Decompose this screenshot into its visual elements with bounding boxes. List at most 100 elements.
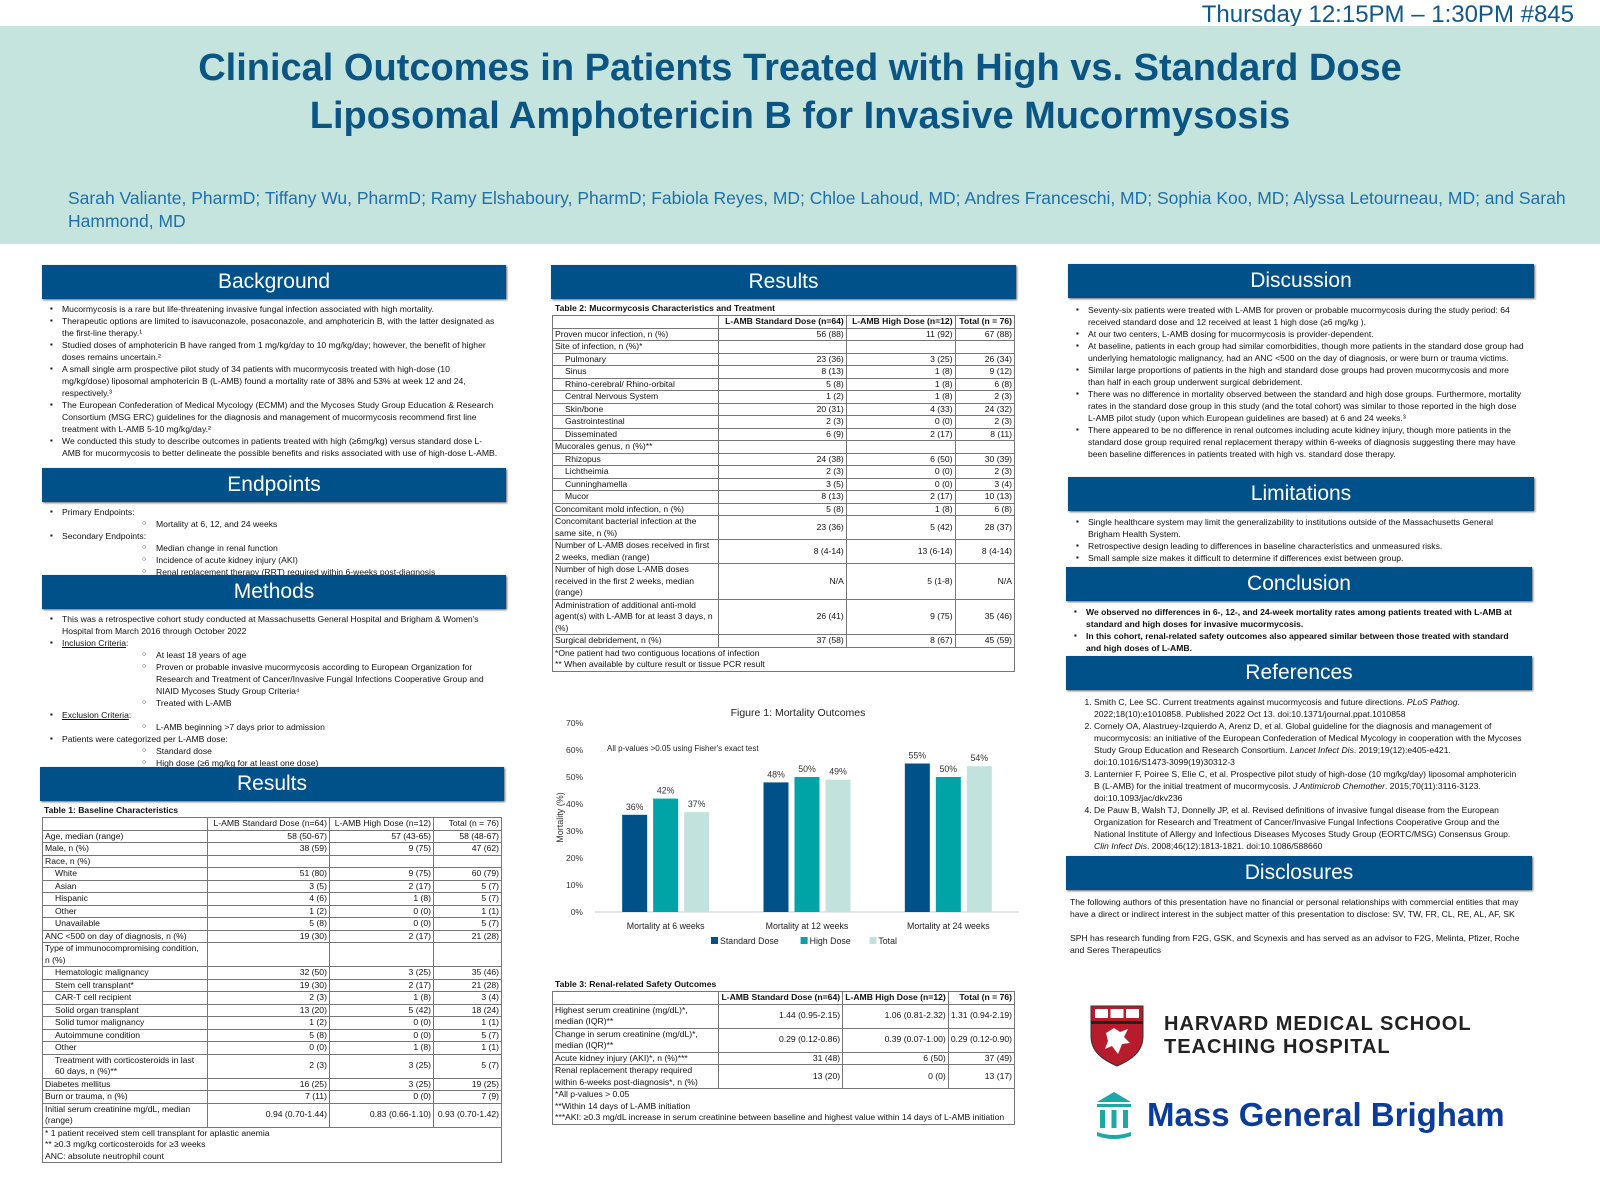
sub-list: L-AMB beginning >7 days prior to admissi… xyxy=(62,721,498,733)
table-row: Type of immunocompromising condition, n … xyxy=(41,942,502,967)
cell-value: 20 (31) xyxy=(718,402,847,416)
legend-swatch xyxy=(800,937,808,944)
row-label: Other xyxy=(41,904,209,918)
list-item: We conducted this study to describe outc… xyxy=(48,435,498,459)
cell-value: 1.06 (0.81-2.32) xyxy=(842,1003,949,1029)
cell-value: 4 (33) xyxy=(845,402,956,416)
cell-value: 18 (24) xyxy=(433,1003,502,1017)
table-row: Solid organ transplant 13 (20) 5 (42) 18 (2… xyxy=(41,1003,502,1017)
bar-high-dose xyxy=(653,798,679,912)
cell-value xyxy=(718,440,847,454)
y-tick-label: 40% xyxy=(566,799,583,809)
list-item: At baseline, patients in each group had … xyxy=(1074,340,1526,364)
row-label: Mucor xyxy=(551,490,720,504)
conclusion-section: Conclusion We observed no differences in… xyxy=(1066,567,1532,654)
cell-value: 58 (50-67) xyxy=(207,829,330,843)
data-label: 37% xyxy=(688,799,706,809)
table-row: Site of infection, n (%)* xyxy=(551,340,1016,354)
x-tick-label: Mortality at 12 weeks xyxy=(766,921,849,931)
section-heading: Endpoints xyxy=(42,468,506,502)
list-item: Patients were categorized per L-AMB dose… xyxy=(48,733,498,769)
table-header-row: L-AMB Standard Dose (n=64) L-AMB High Dos… xyxy=(551,315,1016,329)
cell-value: 1 (8) xyxy=(328,1041,435,1055)
cell-value: 3 (4) xyxy=(954,477,1016,491)
cell-value: 7 (11) xyxy=(207,1090,330,1104)
cell-value: 5 (8) xyxy=(718,377,847,391)
row-label: Initial serum creatinine mg/dL, median (… xyxy=(41,1102,209,1128)
cell-value: 0 (0) xyxy=(842,1064,949,1089)
mortality-chart-svg: Figure 1: Mortality Outcomes 0% 10% 20% 30% 4… xyxy=(555,707,1019,946)
section-heading: Conclusion xyxy=(1066,567,1532,601)
row-label: Concomitant mold infection, n (%) xyxy=(551,502,720,516)
list-item: Similar large proportions of patients in… xyxy=(1074,364,1526,388)
cell-value: 28 (37) xyxy=(954,515,1016,540)
table-row: Number of L-AMB doses received in first … xyxy=(551,539,1016,564)
footnote-row: *One patient had two contiguous location… xyxy=(552,647,1015,659)
y-tick-label: 0% xyxy=(571,907,584,917)
data-label: 36% xyxy=(626,802,644,812)
table-row: Diabetes mellitus 16 (25) 3 (25) 19 (25) xyxy=(41,1077,502,1091)
row-label: Number of high dose L-AMB doses received… xyxy=(551,563,720,600)
row-label: Administration of additional anti-mold a… xyxy=(551,598,720,635)
cell-value: 1.31 (0.94-2.19) xyxy=(947,1003,1016,1029)
row-label: Surgical debridement, n (%) xyxy=(551,634,720,648)
row-label: Acute kidney injury (AKI)*, n (%)*** xyxy=(551,1051,720,1065)
footnote-row: ANC: absolute neutrophil count xyxy=(42,1150,502,1163)
list-item-text: There was no difference in mortality obs… xyxy=(1088,389,1522,423)
table-row: Autoimmune condition 5 (8) 0 (0) 5 (7) xyxy=(41,1028,502,1042)
data-table: L-AMB Standard Dose (n=64) L-AMB High Dos… xyxy=(551,991,1016,1125)
cell-value: 8 (4-14) xyxy=(954,539,1016,564)
row-label: Unavailable xyxy=(41,917,209,931)
reference-journal: Lancet Infect Dis xyxy=(1289,745,1354,755)
list-item: Therapeutic options are limited to isavu… xyxy=(48,315,498,339)
cell-value: 57 (43-65) xyxy=(328,829,435,843)
cell-value: 1 (2) xyxy=(207,1016,330,1030)
table-row: Hematologic malignancy 32 (50) 3 (25) 35 (4… xyxy=(41,966,502,980)
table-row: Rhizopus 24 (38) 6 (50) 30 (39) xyxy=(551,452,1016,466)
sub-list-item: Treated with L-AMB xyxy=(142,697,498,709)
table-row: Unavailable 5 (8) 0 (0) 5 (7) xyxy=(41,917,502,931)
cell-value xyxy=(954,340,1016,354)
x-tick-label: Mortality at 24 weeks xyxy=(907,921,990,931)
section-heading: References xyxy=(1066,656,1532,690)
section-heading: Discussion xyxy=(1068,264,1534,298)
footnote-row: *All p-values > 0.05 xyxy=(552,1088,1015,1101)
sub-list-item: L-AMB beginning >7 days prior to admissi… xyxy=(142,721,498,733)
sub-list-item: Median change in renal function xyxy=(142,542,498,554)
cell-value: 2 (17) xyxy=(328,879,435,893)
cell-value: 24 (38) xyxy=(718,452,847,466)
row-label: Rhino-cerebral/ Rhino-orbital xyxy=(551,377,720,391)
list-item: Seventy-six patients were treated with L… xyxy=(1074,304,1526,328)
list-item-text: Patients were categorized per L-AMB dose… xyxy=(62,734,228,744)
row-label: Rhizopus xyxy=(551,452,720,466)
cell-value: 0 (0) xyxy=(328,1090,435,1104)
cell-value xyxy=(954,440,1016,454)
cell-value: 60 (79) xyxy=(433,867,502,881)
cell-value: 13 (20) xyxy=(718,1064,844,1089)
mgb-building-icon xyxy=(1097,1092,1131,1139)
row-label: Cunninghamella xyxy=(551,477,720,491)
table-footnote: ANC: absolute neutrophil count xyxy=(42,1150,502,1163)
column-header: L-AMB Standard Dose (n=64) xyxy=(207,817,330,831)
discussion-list: Seventy-six patients were treated with L… xyxy=(1074,304,1526,460)
y-tick-label: 60% xyxy=(566,745,583,755)
reference-journal: Clin Infect Dis xyxy=(1094,841,1148,851)
cell-value: 2 (3) xyxy=(954,390,1016,404)
column-header: L-AMB High Dose (n=12) xyxy=(845,315,956,329)
column-header xyxy=(41,817,209,831)
table-row: Central Nervous System 1 (2) 1 (8) 2 (3) xyxy=(551,390,1016,404)
sub-list-item: Proven or probable invasive mucormycosis… xyxy=(142,661,498,697)
table-row: Surgical debridement, n (%) 37 (58) 8 (67)… xyxy=(551,634,1016,648)
data-label: 48% xyxy=(767,769,785,779)
cell-value: 32 (50) xyxy=(207,966,330,980)
list-item: At our two centers, L-AMB dosing for muc… xyxy=(1074,328,1526,340)
data-label: 54% xyxy=(971,753,989,763)
cell-value: 4 (6) xyxy=(207,892,330,906)
table-row: Skin/bone 20 (31) 4 (33) 24 (32) xyxy=(551,402,1016,416)
table-footnote: ** When available by culture result or t… xyxy=(552,659,1015,672)
list-item: A small single arm prospective pilot stu… xyxy=(48,363,498,399)
cell-value: 5 (7) xyxy=(433,1028,502,1042)
row-label: Hispanic xyxy=(41,892,209,906)
cell-value: 31 (48) xyxy=(718,1051,844,1065)
row-label: Asian xyxy=(41,879,209,893)
